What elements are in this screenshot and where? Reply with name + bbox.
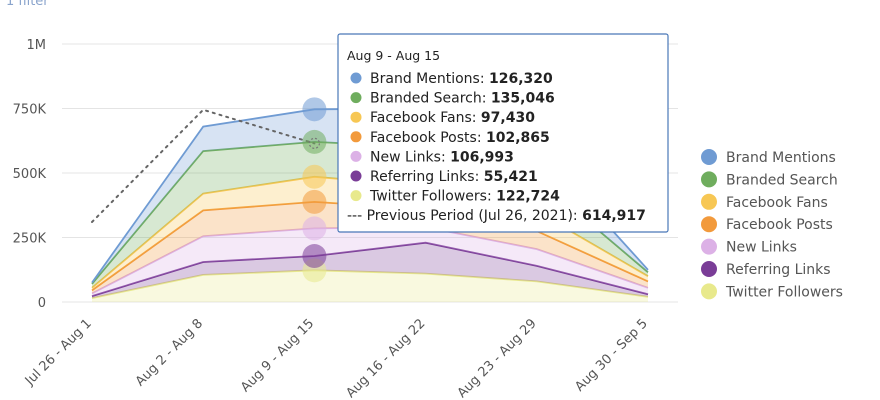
- tooltip-dot-brand-mentions: [350, 72, 362, 84]
- y-tick-label: 500K: [13, 167, 47, 182]
- tooltip-value: 97,430: [481, 110, 535, 126]
- marker-brand-mentions: [302, 97, 327, 122]
- y-tick-label: 1M: [27, 38, 47, 53]
- area-facebook-fans: [92, 176, 648, 291]
- tooltip-row-twitter-followers: Twitter Followers: 122,724: [369, 189, 560, 205]
- tooltip-dot-twitter-followers: [350, 190, 362, 202]
- legend-swatch-facebook-fans: [701, 193, 717, 210]
- tooltip-value: 55,421: [484, 169, 538, 185]
- marker-facebook-fans: [302, 164, 327, 189]
- legend-label-twitter-followers: Twitter Followers: [725, 284, 843, 300]
- tooltip-value: 135,046: [491, 91, 555, 107]
- tooltip-box: [337, 33, 669, 233]
- legend-label-brand-mentions: Brand Mentions: [726, 150, 836, 166]
- tooltip-title: Aug 9 - Aug 15: [347, 48, 440, 63]
- tooltip-label: Twitter Followers:: [369, 189, 496, 205]
- x-tick-label: Aug 30 - Sep 5: [572, 316, 650, 394]
- tooltip-dot-referring-links: [350, 170, 362, 182]
- tooltip-dot-branded-search: [350, 92, 362, 104]
- tooltip-label: New Links:: [370, 149, 450, 165]
- tooltip-dot-new-links: [350, 150, 362, 162]
- x-tick-label: Aug 16 - Aug 22: [344, 316, 429, 400]
- marker-branded-search: [302, 129, 327, 154]
- legend-swatch-facebook-posts: [701, 216, 717, 233]
- tooltip-row-facebook-posts: Facebook Posts: 102,865: [370, 130, 550, 146]
- tooltip-previous-value: 614,917: [582, 208, 646, 224]
- y-axis-ticks: 0 250K 500K 750K 1M: [13, 38, 47, 311]
- tooltip-row-branded-search: Branded Search: 135,046: [370, 91, 555, 107]
- tooltip-label: Facebook Posts:: [370, 130, 486, 146]
- legend-label-new-links: New Links: [726, 240, 797, 256]
- tooltip-label: Brand Mentions:: [370, 71, 489, 87]
- line-twitter-followers: [91, 269, 649, 299]
- y-tick-label: 750K: [13, 103, 47, 118]
- y-tick-label: 250K: [13, 232, 47, 247]
- y-tick-label: 0: [38, 296, 46, 311]
- area-twitter-followers: [92, 270, 648, 302]
- tooltip-value: 122,724: [496, 189, 560, 205]
- x-tick-label: Jul 26 - Aug 1: [22, 316, 95, 389]
- legend: Brand Mentions Branded Search Facebook Fan…: [701, 149, 843, 300]
- tooltip-value: 126,320: [489, 71, 553, 87]
- legend-label-facebook-fans: Facebook Fans: [726, 195, 828, 211]
- tooltip-row-new-links: New Links: 106,993: [370, 149, 514, 165]
- line-referring-links: [91, 241, 649, 297]
- area-facebook-posts: [92, 201, 648, 294]
- marker-previous-period: [308, 137, 320, 149]
- legend-swatch-new-links: [701, 238, 717, 255]
- tooltip-row-brand-mentions: Brand Mentions: 126,320: [370, 71, 553, 87]
- tooltip-label: Facebook Fans:: [370, 110, 481, 126]
- tooltip-row-facebook-fans: Facebook Fans: 97,430: [370, 110, 535, 126]
- legend-swatch-branded-search: [701, 171, 717, 188]
- marker-facebook-posts: [302, 189, 327, 214]
- tooltip-label: Referring Links:: [370, 169, 484, 185]
- tooltip-dot-facebook-posts: [350, 131, 362, 143]
- x-tick-label: Aug 2 - Aug 8: [133, 316, 206, 389]
- tooltip-value: 106,993: [450, 149, 514, 165]
- area-referring-links: [92, 242, 648, 299]
- tooltip-previous-label: --- Previous Period (Jul 26, 2021):: [347, 208, 582, 224]
- filter-link[interactable]: 1 filter: [6, 0, 49, 9]
- tooltip-value: 102,865: [486, 130, 550, 146]
- x-tick-label: Aug 23 - Aug 29: [455, 316, 540, 400]
- hover-markers: [302, 97, 327, 283]
- marker-referring-links: [302, 244, 327, 269]
- tooltip-previous-period: --- Previous Period (Jul 26, 2021): 614,…: [347, 208, 646, 224]
- legend-label-facebook-posts: Facebook Posts: [726, 217, 833, 233]
- legend-swatch-brand-mentions: [701, 149, 717, 165]
- marker-new-links: [302, 216, 327, 241]
- tooltip-dot-facebook-fans: [350, 111, 362, 123]
- legend-label-branded-search: Branded Search: [726, 172, 838, 188]
- legend-swatch-twitter-followers: [701, 283, 717, 300]
- x-axis-ticks: Jul 26 - Aug 1 Aug 2 - Aug 8 Aug 9 - Aug 1…: [22, 316, 651, 400]
- tooltip-label: Branded Search:: [370, 91, 491, 107]
- legend-label-referring-links: Referring Links: [726, 262, 831, 278]
- legend-swatch-referring-links: [701, 261, 717, 277]
- x-tick-label: Aug 9 - Aug 15: [238, 316, 317, 395]
- tooltip-row-referring-links: Referring Links: 55,421: [370, 169, 538, 185]
